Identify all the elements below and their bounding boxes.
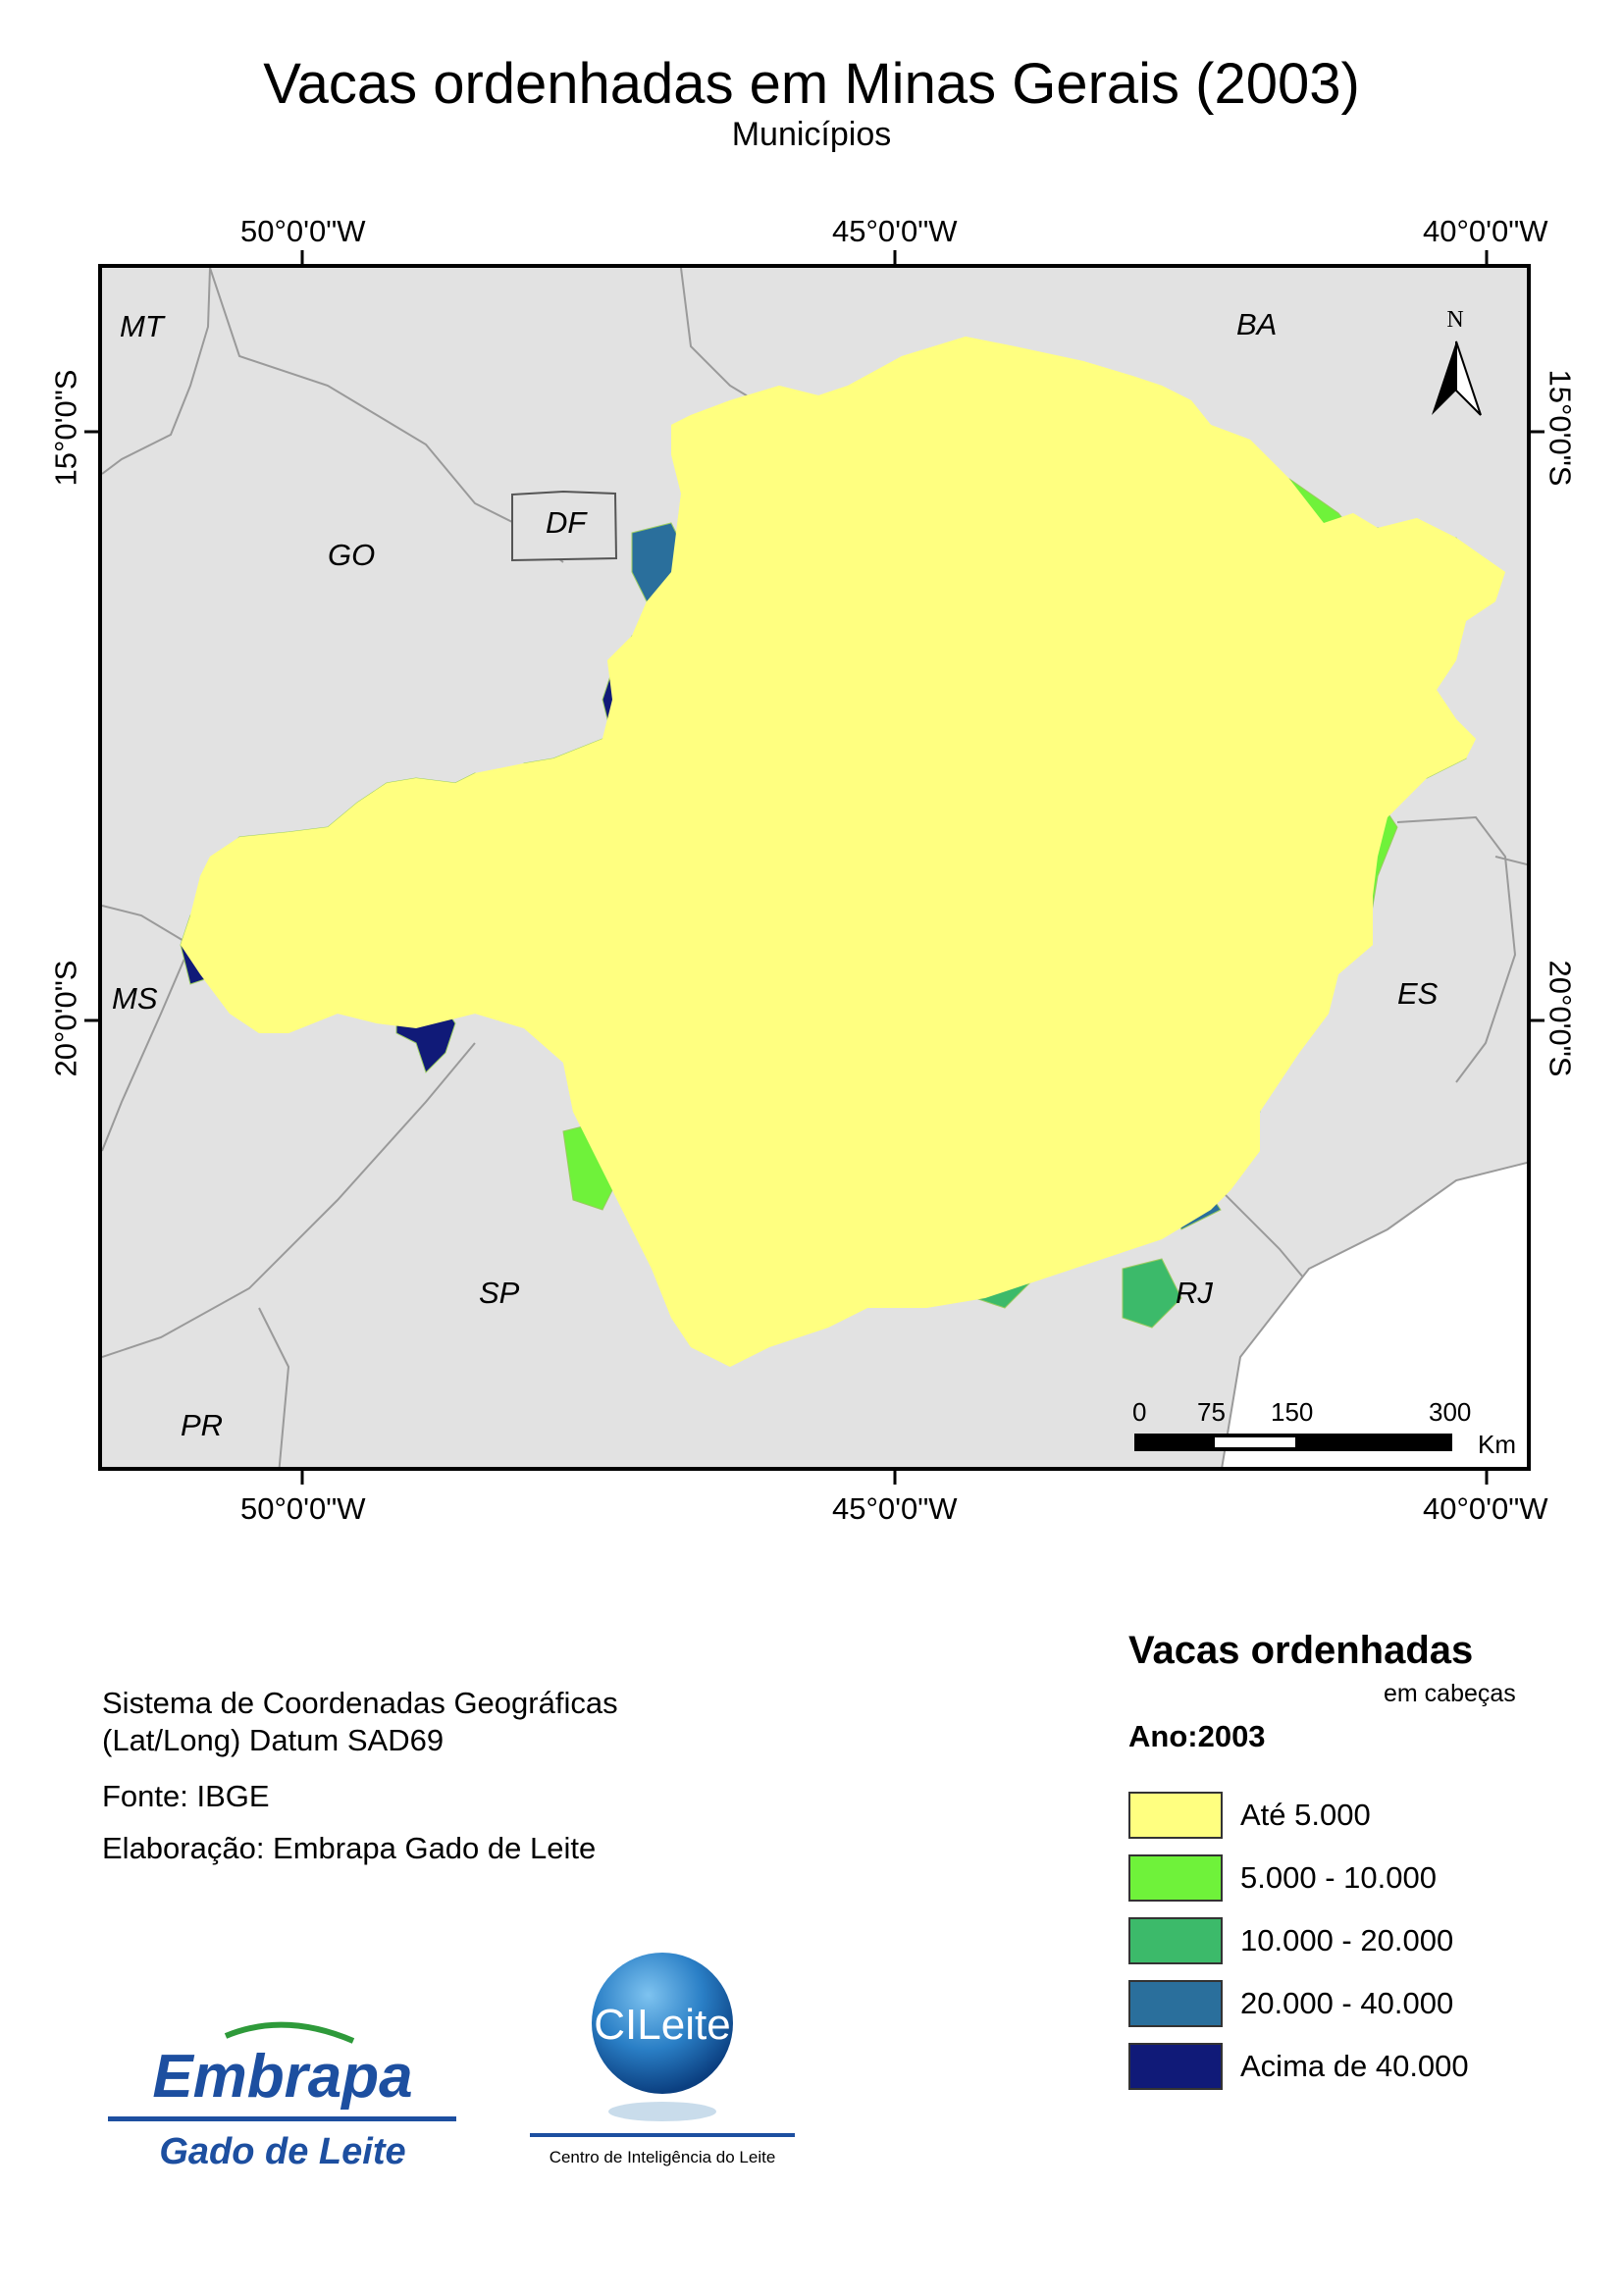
scale-tick-0: 0 [1132,1397,1146,1427]
coordinate-system-line1: Sistema de Coordenadas Geográficas [102,1686,618,1720]
lon-label-bottom-45w: 45°0'0"W [832,1491,958,1526]
legend-item: 5.000 - 10.000 [1128,1852,1437,1904]
state-label-es: ES [1397,976,1439,1011]
scale-tick-150: 150 [1271,1397,1313,1427]
lon-label-top-45w: 45°0'0"W [832,214,958,248]
source-text: Fonte: IBGE [102,1779,270,1813]
state-label-ms: MS [112,981,158,1016]
lon-label-top-50w: 50°0'0"W [240,214,366,248]
north-arrow: N [1432,307,1482,416]
legend-label: 20.000 - 40.000 [1240,1986,1454,2020]
state-label-go: GO [328,538,375,572]
legend-swatch [1128,1792,1223,1839]
legend-item: 10.000 - 20.000 [1128,1915,1453,1966]
cileite-logo: CILeite Centro de Inteligência do Leite [530,1953,795,2166]
legend-label: Acima de 40.000 [1240,2049,1469,2083]
lon-label-bottom-50w: 50°0'0"W [240,1491,366,1526]
legend-label: Até 5.000 [1240,1798,1371,1832]
coordinate-system-line2: (Lat/Long) Datum SAD69 [102,1723,445,1757]
scale-bar: 0 75 150 300 Km [1132,1397,1516,1459]
state-boundaries [102,268,1527,1467]
legend-item: Acima de 40.000 [1128,2041,1469,2092]
scale-tick-300: 300 [1429,1397,1471,1427]
legend-label: 10.000 - 20.000 [1240,1923,1454,1957]
legend-unit: em cabeças [1384,1680,1516,1707]
state-label-ba: BA [1236,307,1277,341]
embrapa-logo: Embrapa Gado de Leite [108,2016,456,2188]
scale-unit: Km [1478,1430,1516,1459]
map-frame: MT GO DF BA MS ES SP RJ PR N 0 75 150 30… [98,264,1531,1471]
legend-swatch [1128,2043,1223,2090]
svg-text:CILeite: CILeite [594,2001,730,2049]
svg-text:Gado de Leite: Gado de Leite [159,2131,405,2172]
lon-label-top-40w: 40°0'0"W [1423,214,1548,248]
svg-text:N: N [1446,307,1463,333]
state-label-df: DF [546,505,588,540]
legend-label: 5.000 - 10.000 [1240,1860,1437,1895]
legend-swatch [1128,1917,1223,1964]
legend-title: Vacas ordenhadas [1128,1629,1474,1672]
svg-text:Centro de Inteligência do Leit: Centro de Inteligência do Leite [550,2148,776,2166]
scale-tick-75: 75 [1197,1397,1226,1427]
state-label-mt: MT [120,309,166,343]
credit-text: Elaboração: Embrapa Gado de Leite [102,1831,597,1865]
state-label-sp: SP [479,1276,520,1310]
legend-swatch [1128,1854,1223,1902]
legend-year: Ano:2003 [1128,1719,1266,1753]
legend-item: 20.000 - 40.000 [1128,1978,1453,2029]
legend-swatch [1128,1980,1223,2027]
state-label-rj: RJ [1176,1276,1213,1310]
map-title: Vacas ordenhadas em Minas Gerais (2003) [263,52,1360,116]
svg-text:Embrapa: Embrapa [152,2043,412,2111]
df-outline [511,490,618,562]
state-label-pr: PR [181,1408,223,1442]
choropleth-map: MT GO DF BA MS ES SP RJ PR N 0 75 150 30… [102,268,1527,1467]
legend-item: Até 5.000 [1128,1790,1371,1841]
ocean [1221,1161,1527,1467]
lon-label-bottom-40w: 40°0'0"W [1423,1491,1548,1526]
map-subtitle: Municípios [731,116,892,153]
